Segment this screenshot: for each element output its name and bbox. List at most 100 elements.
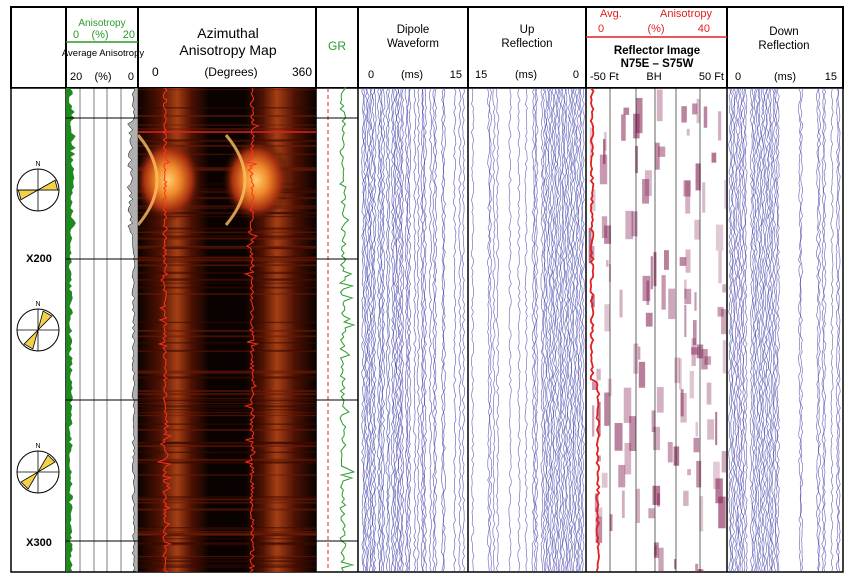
map-streak	[138, 393, 316, 396]
up-title-2: Reflection	[501, 38, 552, 50]
down-reflection-trace	[774, 88, 779, 572]
dipole-trace	[361, 88, 365, 572]
dipole-trace	[376, 88, 381, 572]
reflector-stroke	[635, 146, 639, 174]
reflector-stroke	[692, 320, 697, 346]
map-streak	[138, 342, 316, 344]
map-streak	[138, 245, 316, 248]
reflector-title-2: N75E – S75W	[621, 58, 694, 70]
avg-scale-max: 40	[698, 23, 710, 35]
map-streak	[138, 205, 316, 207]
down-reflection-trace	[740, 88, 745, 572]
down-reflection-trace	[749, 88, 753, 572]
dipole-trace	[382, 88, 386, 572]
dipole-trace	[461, 88, 465, 572]
map-streak	[138, 538, 316, 540]
avg-anisotropy-scale-max: 20	[70, 71, 82, 83]
dipole-waveform-track	[361, 88, 465, 572]
reflector-stroke	[625, 210, 634, 240]
up-reflection-trace	[535, 88, 539, 572]
reflector-stroke	[721, 451, 726, 473]
map-streak	[138, 403, 316, 404]
reflector-stroke	[652, 426, 661, 451]
reflector-stroke	[629, 416, 637, 452]
map-streak	[138, 235, 316, 238]
reflector-stroke	[706, 382, 712, 405]
reflector-stroke	[604, 225, 612, 244]
dipole-trace	[442, 88, 446, 572]
down-reflection-trace	[731, 88, 736, 572]
down-reflection-trace	[751, 88, 755, 572]
reflector-stroke	[591, 189, 596, 212]
up-reflection-trace	[533, 88, 537, 572]
depth-track: X200 X300 N N N	[16, 161, 60, 549]
dipole-trace	[397, 88, 401, 572]
compass-north-letter: N	[35, 161, 40, 168]
reflector-stroke	[703, 106, 708, 128]
map-streak	[138, 543, 316, 546]
down-reflection-trace	[835, 88, 839, 572]
map-streak	[138, 237, 316, 240]
map-streak	[138, 211, 316, 214]
reflector-stroke	[601, 472, 608, 488]
dipole-trace	[363, 88, 367, 572]
reflector-stroke	[604, 304, 610, 332]
reflector-stroke	[594, 493, 599, 513]
gr-track	[327, 87, 356, 572]
up-reflection-trace	[561, 88, 566, 572]
reflector-stroke	[718, 250, 722, 284]
map-streak	[138, 207, 316, 209]
reflector-scale-left: -50 Ft	[590, 71, 619, 83]
reflector-stroke	[674, 357, 681, 384]
dipole-trace	[394, 88, 398, 572]
dipole-trace	[423, 88, 427, 572]
up-reflection-trace	[544, 88, 548, 572]
up-reflection-trace	[579, 88, 583, 572]
reflector-stroke	[681, 106, 687, 123]
reflector-stroke	[653, 542, 659, 558]
map-hot-arc	[138, 134, 159, 226]
map-streak	[138, 256, 316, 259]
anisotropy-scale-min: 0	[73, 29, 79, 41]
down-reflection-trace	[742, 88, 746, 572]
map-streak	[138, 271, 316, 275]
dipole-trace	[416, 88, 420, 572]
map-streak	[138, 390, 316, 393]
map-streak	[138, 555, 316, 558]
reflector-stroke	[652, 485, 661, 505]
up-reflection-trace	[569, 88, 573, 572]
reflector-stroke	[642, 179, 650, 204]
reflector-stroke	[650, 256, 653, 290]
down-reflection-trace	[728, 88, 732, 572]
anisotropy-track	[66, 87, 139, 573]
reflector-stroke	[621, 490, 625, 518]
reflector-stroke	[713, 461, 720, 490]
log-header: Anisotropy 0 (%) 20 Average Anisotropy 2…	[10, 6, 844, 89]
down-reflection-trace	[799, 88, 804, 572]
dipole-trace	[392, 88, 396, 572]
avg-anisotropy-title: Anisotropy	[660, 8, 712, 20]
map-streak	[138, 428, 316, 431]
map-streak	[138, 508, 316, 511]
down-reflection-trace	[776, 88, 780, 572]
reflector-scale-center: BH	[646, 71, 661, 83]
depth-marker-x300: X300	[26, 537, 52, 549]
up-reflection-trace	[565, 88, 569, 572]
map-streak	[138, 286, 316, 289]
map-streak	[138, 144, 316, 147]
map-streak	[138, 533, 316, 536]
reflector-stroke	[715, 478, 723, 504]
dipole-trace	[368, 88, 372, 572]
dipole-trace	[453, 88, 457, 572]
reflector-stroke	[722, 284, 726, 293]
dipole-trace	[406, 88, 410, 572]
down-scale-min: 0	[735, 71, 741, 83]
map-streak	[138, 412, 316, 414]
map-streak	[138, 259, 316, 262]
reflector-stroke	[704, 356, 712, 365]
compass-petal	[23, 328, 39, 350]
dipole-trace	[390, 88, 394, 572]
map-azimuth-curve	[156, 88, 173, 572]
map-streak	[138, 451, 316, 454]
